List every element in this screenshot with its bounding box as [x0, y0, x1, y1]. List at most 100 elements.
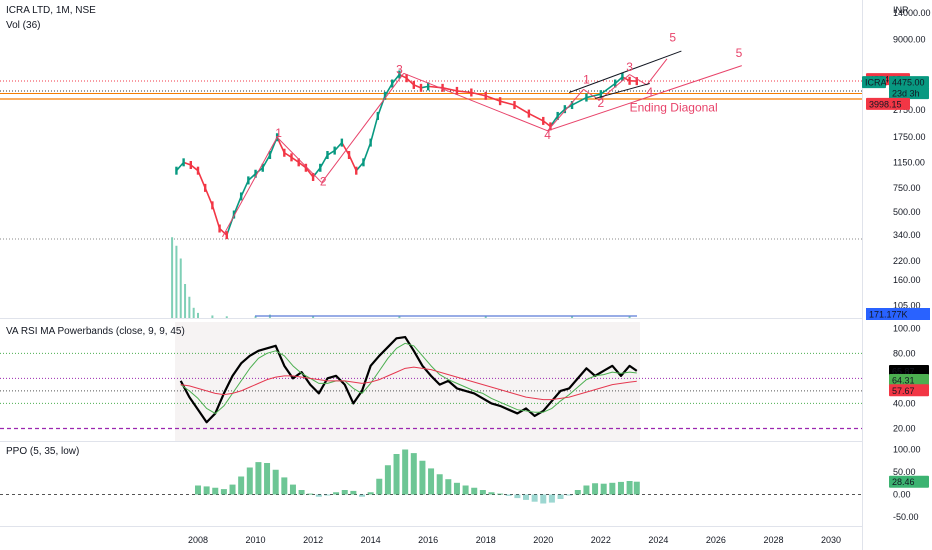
volume-bar [484, 316, 487, 318]
price-candle [628, 76, 631, 85]
volume-value-label: 171.177K [869, 310, 908, 320]
price-candle [333, 146, 336, 155]
ppo-bar [453, 482, 460, 495]
rsi-fast-value-label-box [889, 373, 929, 386]
volume-bars [171, 237, 637, 318]
price-segment [442, 87, 458, 92]
rsi-line [179, 335, 638, 424]
price-tick-label: 1750.00 [893, 132, 926, 142]
time-tick-label: 2008 [188, 535, 208, 545]
ppo-bar [523, 494, 530, 500]
price-candle [283, 148, 286, 157]
price-candle [268, 151, 272, 160]
price-candle [319, 163, 322, 172]
price-candle [290, 153, 293, 162]
price-candle [254, 169, 257, 178]
price-candle [398, 70, 401, 79]
price-tick-label: 750.00 [893, 183, 921, 193]
price-candle [419, 83, 423, 92]
diagonal-lower-line [547, 65, 742, 132]
price-candle [362, 158, 365, 167]
price-candle [311, 172, 315, 181]
price-segment [471, 91, 486, 97]
ppo-tick-label: 50.00 [893, 467, 916, 477]
wave-label: 1 [583, 73, 590, 87]
price-candle [484, 91, 487, 100]
price-segment [456, 90, 472, 94]
volume-bar [225, 316, 228, 318]
price-label-last: 4475.00 [892, 78, 925, 88]
price-candle [391, 79, 394, 88]
price-label-low: 3998.15 [869, 99, 902, 109]
ppo-bar [384, 465, 391, 495]
ppo-bar [600, 483, 607, 495]
ticker-label: ICRA [865, 78, 887, 88]
price-candle [563, 105, 567, 114]
rsi-tick-label: 40.00 [893, 398, 916, 408]
price-candle [175, 166, 178, 175]
price-tick-label: 9000.00 [893, 34, 926, 44]
time-tick-label: 2028 [763, 535, 783, 545]
price-candle [441, 83, 444, 92]
ppo-bar [479, 490, 486, 495]
rsi-slow-ma-line [180, 366, 637, 401]
ppo-bar [583, 485, 590, 495]
ppo-bar [428, 468, 435, 495]
wave-line [629, 74, 648, 86]
ppo-bar [238, 476, 245, 495]
price-segment [514, 104, 530, 115]
ppo-bar [307, 493, 314, 495]
price-candle [498, 97, 502, 106]
rsi-slow-value-label: 57.67 [892, 386, 915, 396]
volume-bar [184, 284, 187, 318]
wave-label: 1 [275, 126, 282, 140]
price-tick-label: 500.00 [893, 207, 921, 217]
price-tick-label: 2750.00 [893, 105, 926, 115]
ppo-pane: -50.00 0.00 50.00 100.00 [0, 445, 921, 522]
wave-label: 2 [320, 175, 327, 189]
rsi-tick-label: 100.00 [893, 323, 921, 333]
price-candle [355, 166, 358, 175]
price-candle [225, 231, 228, 240]
time-tick-label: 2012 [303, 535, 323, 545]
price-segment [528, 112, 544, 122]
ppo-bar [315, 494, 322, 497]
price-candle [218, 224, 221, 233]
ppo-bar [333, 492, 340, 495]
ppo-bar [376, 478, 383, 495]
price-candle [455, 86, 459, 95]
ppo-tick-label: 100.00 [893, 445, 921, 455]
price-candle [614, 79, 617, 88]
ppo-bar [497, 493, 504, 495]
ppo-bar [350, 490, 357, 495]
volume-bar [398, 316, 401, 318]
ppo-bar [574, 490, 581, 495]
countdown-label-box [889, 87, 929, 100]
rsi-fast-value-label: 64.31 [892, 375, 915, 385]
ppo-bar [341, 490, 348, 495]
price-candle [211, 201, 214, 210]
price-candle [232, 210, 236, 219]
rsi-tick-label: 80.00 [893, 348, 916, 358]
time-tick-label: 2010 [246, 535, 266, 545]
volume-bar [254, 316, 257, 318]
time-axis: 2008 2010 2012 2014 2016 2018 2020 2022 2024 2026… [188, 535, 841, 545]
ppo-bar [633, 481, 640, 495]
price-candle [556, 111, 559, 120]
wave-line [547, 89, 584, 132]
currency-label: INR [893, 5, 909, 15]
ppo-bar [445, 479, 452, 495]
price-candle [347, 151, 351, 160]
volume-bar [628, 316, 631, 318]
ppo-bar [220, 489, 227, 495]
price-candle [549, 122, 552, 131]
countdown-label: 23d 3h [892, 89, 920, 99]
wave-label: Ending Diagonal [630, 100, 718, 114]
wave-label: 4 [646, 85, 653, 99]
volume-bar [171, 237, 174, 318]
ppo-bar [557, 494, 564, 499]
